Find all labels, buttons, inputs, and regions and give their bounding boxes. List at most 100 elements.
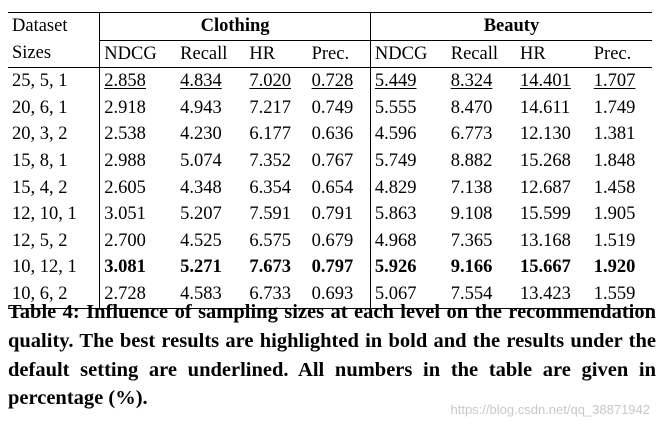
value-text: 4.230 — [180, 124, 222, 145]
value-cell: 7.554 — [446, 280, 516, 309]
value-cell: 15.667 — [516, 254, 590, 281]
value-text: 13.423 — [519, 283, 571, 304]
sizes-cell: 20, 3, 2 — [8, 121, 101, 148]
value-cell: 4.525 — [176, 228, 245, 255]
value-text: 3.081 — [104, 257, 146, 278]
value-text: 2.728 — [104, 283, 146, 304]
metric-header: HR — [515, 40, 590, 69]
table-body: 25, 5, 1 2.858 4.834 7.020 0.728 5.449 8.324 14… — [8, 67, 652, 309]
value-text: 2.988 — [104, 150, 146, 171]
value-cell: 6.177 — [245, 121, 307, 148]
value-cell: 6.354 — [245, 175, 307, 202]
value-text: 0.797 — [311, 257, 354, 278]
value-cell: 7.673 — [245, 254, 307, 281]
value-cell: 1.519 — [590, 228, 652, 255]
value-text: 6.354 — [249, 177, 292, 198]
value-cell: 3.081 — [100, 254, 176, 281]
value-cell: 5.926 — [370, 254, 446, 281]
value-text: 0.749 — [311, 97, 354, 118]
value-text: 7.554 — [450, 283, 493, 304]
results-table: Dataset Clothing Beauty Sizes NDCG Recal… — [8, 12, 652, 309]
value-cell: 4.829 — [370, 175, 446, 202]
sizes-cell: 20, 6, 1 — [8, 94, 101, 122]
sizes-cell: 12, 5, 2 — [8, 227, 101, 255]
value-cell: 8.882 — [447, 148, 516, 175]
value-text: 14.401 — [519, 71, 571, 92]
value-cell: 9.166 — [447, 254, 516, 281]
value-text: 13.168 — [519, 230, 571, 251]
table-row: 15, 4, 2 2.605 4.348 6.354 0.654 4.829 7.138 12… — [8, 174, 652, 202]
metric-header: HR — [245, 40, 308, 69]
metric-header: Prec. — [307, 40, 371, 69]
value-cell: 7.020 — [245, 68, 307, 95]
value-cell: 5.555 — [370, 95, 446, 122]
value-text: 9.166 — [450, 257, 493, 278]
value-cell: 5.863 — [370, 201, 446, 228]
value-text: 3.051 — [104, 204, 146, 225]
value-text: 5.449 — [374, 71, 417, 92]
value-cell: 2.700 — [100, 228, 176, 255]
group-header-beauty: Beauty — [370, 12, 652, 41]
metric-header: NDCG — [99, 40, 177, 69]
value-text: 12.130 — [519, 124, 571, 145]
value-cell: 15.268 — [516, 148, 590, 175]
value-cell: 0.767 — [307, 147, 371, 175]
value-text: 15.599 — [519, 204, 571, 225]
value-text: 1.707 — [593, 71, 636, 92]
value-cell: 13.168 — [516, 228, 590, 255]
value-text: 2.605 — [104, 177, 146, 198]
value-cell: 2.988 — [100, 148, 176, 175]
value-cell: 0.749 — [307, 94, 371, 122]
value-text: 14.611 — [519, 97, 571, 118]
header-row-groups: Dataset Clothing Beauty — [8, 12, 652, 41]
value-text: 15.268 — [519, 150, 571, 171]
value-text: 1.519 — [593, 230, 636, 251]
value-cell: 5.749 — [370, 148, 446, 175]
value-text: 1.749 — [593, 97, 636, 118]
value-cell: 4.943 — [176, 95, 245, 122]
value-cell: 4.230 — [176, 121, 245, 148]
value-text: 2.538 — [104, 124, 146, 145]
value-text: 1.381 — [593, 124, 636, 145]
value-text: 4.834 — [180, 71, 222, 92]
value-cell: 15.599 — [516, 201, 590, 228]
value-text: 5.555 — [374, 97, 417, 118]
value-text: 1.559 — [593, 283, 636, 304]
value-cell: 9.108 — [447, 201, 516, 228]
metric-header: NDCG — [370, 40, 447, 69]
value-text: 0.679 — [311, 230, 354, 251]
value-text: 4.943 — [180, 97, 222, 118]
value-text: 7.138 — [450, 177, 493, 198]
value-cell: 1.458 — [590, 175, 652, 202]
value-text: 9.108 — [450, 204, 493, 225]
value-cell: 0.636 — [307, 121, 371, 148]
value-cell: 0.791 — [307, 201, 371, 228]
value-text: 0.693 — [311, 283, 354, 304]
value-text: 1.905 — [593, 204, 636, 225]
value-cell: 0.728 — [307, 67, 371, 95]
value-cell: 2.918 — [100, 95, 176, 122]
value-cell: 0.654 — [307, 174, 371, 202]
metric-header: Recall — [446, 40, 516, 69]
group-header-clothing: Clothing — [99, 12, 371, 41]
value-text: 5.271 — [180, 257, 222, 278]
value-cell: 5.067 — [370, 280, 447, 309]
sizes-cell: 25, 5, 1 — [8, 67, 101, 95]
value-text: 4.968 — [374, 230, 417, 251]
sizes-header: Sizes — [8, 40, 101, 69]
sizes-cell: 10, 6, 2 — [8, 280, 101, 309]
value-cell: 4.834 — [176, 68, 245, 95]
value-cell: 5.074 — [176, 148, 245, 175]
value-cell: 14.611 — [516, 95, 590, 122]
value-text: 8.324 — [450, 71, 493, 92]
dataset-header: Dataset — [8, 12, 101, 41]
table-row: 12, 10, 1 3.051 5.207 7.591 0.791 5.863 9.108 1… — [8, 201, 652, 228]
value-text: 6.575 — [249, 230, 292, 251]
value-cell: 7.365 — [447, 228, 516, 255]
value-cell: 7.352 — [245, 148, 307, 175]
metric-header: Recall — [176, 40, 246, 69]
value-cell: 0.679 — [307, 227, 371, 255]
sizes-cell: 12, 10, 1 — [8, 201, 101, 228]
value-cell: 7.591 — [245, 201, 307, 228]
value-cell: 4.583 — [176, 280, 246, 309]
